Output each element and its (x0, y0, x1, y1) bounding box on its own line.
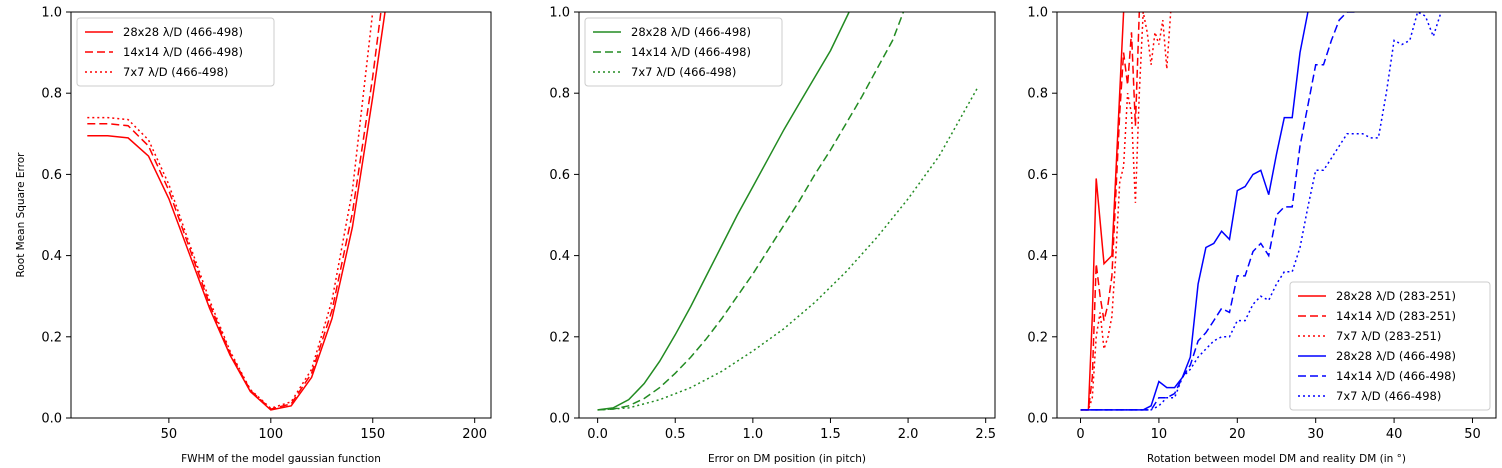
x-tick-label: 50 (1464, 427, 1481, 442)
legend-entry: 28x28 λ/D (283-251) (1336, 289, 1456, 303)
y-tick-label: 1.0 (1027, 6, 1048, 21)
x-axis-label: FWHM of the model gaussian function (181, 453, 381, 465)
axes-frame (1056, 11, 1497, 419)
y-tick-label: 0.4 (1027, 249, 1048, 264)
legend-box (76, 17, 275, 87)
x-tick-label: 200 (462, 427, 487, 442)
axes-frame (578, 11, 996, 419)
x-tick-label: 0 (1076, 427, 1084, 442)
y-tick-label: 0.6 (1027, 168, 1048, 183)
x-tick-label: 20 (1229, 427, 1246, 442)
y-tick-label: 0.0 (1027, 412, 1048, 427)
y-tick-label: 0.2 (41, 330, 62, 345)
y-tick-label: 0.2 (1027, 330, 1048, 345)
y-tick-label: 0.4 (41, 249, 62, 264)
x-tick-label: 2.0 (898, 427, 919, 442)
legend-entry: 14x14 λ/D (466-498) (123, 45, 243, 59)
series-line-1 (87, 12, 386, 411)
series-line-2 (1080, 12, 1141, 411)
chart-panel-1: 50 100 150 200 0.0 0.2 0.4 0.6 0.8 1.0 FWHM of the… (15, 6, 492, 465)
legend: 28x28 λ/D (466-498) 14x14 λ/D (466-498) 7x… (584, 17, 783, 87)
x-tick-label: 0.0 (587, 427, 608, 442)
x-tick-label: 40 (1386, 427, 1403, 442)
series-line-2 (597, 12, 905, 411)
x-axis-label: Rotation between model DM and reality DM… (1147, 453, 1406, 465)
x-axis-label: Error on DM position (in pitch) (708, 453, 866, 465)
x-tick-label: 50 (161, 427, 178, 442)
series-line-2 (87, 12, 382, 410)
legend-entry: 7x7 λ/D (466-498) (631, 65, 736, 79)
x-tick-label: 100 (258, 427, 283, 442)
series-line-3 (1080, 12, 1172, 411)
x-tick-label: 1.0 (743, 427, 764, 442)
chart-panel-3: 0 10 20 30 40 50 0.0 0.2 0.4 0.6 0.8 1.0 Rotation be… (1027, 6, 1497, 465)
series-line-4 (1080, 12, 1309, 411)
y-tick-label: 0.4 (549, 249, 570, 264)
y-tick-label: 0.6 (549, 168, 570, 183)
legend-entry: 28x28 λ/D (466-498) (123, 25, 243, 39)
legend-box (1289, 281, 1491, 411)
series-line-1 (1080, 12, 1125, 411)
y-axis-label: Root Mean Square Error (15, 152, 27, 278)
x-tick-label: 2.5 (975, 427, 996, 442)
y-tick-label: 0.8 (1027, 87, 1048, 102)
legend: 28x28 λ/D (283-251) 14x14 λ/D (283-251) 7x… (1289, 281, 1491, 411)
x-tick-label: 1.5 (820, 427, 841, 442)
x-tick-label: 150 (360, 427, 385, 442)
series-line-6 (1080, 12, 1442, 411)
y-tick-label: 0.0 (41, 412, 62, 427)
chart-panel-2: 0.0 0.5 1.0 1.5 2.0 2.5 0.0 0.2 0.4 0.6 0.8 1.0 Erro… (549, 6, 996, 466)
series-line-3 (87, 12, 374, 410)
y-tick-label: 0.2 (549, 330, 570, 345)
y-tick-label: 1.0 (549, 6, 570, 21)
axes-frame (70, 11, 492, 419)
legend-entry: 14x14 λ/D (466-498) (631, 45, 751, 59)
legend-entry: 28x28 λ/D (466-498) (631, 25, 751, 39)
legend-entry: 7x7 λ/D (466-498) (1336, 389, 1441, 403)
x-tick-label: 30 (1307, 427, 1324, 442)
y-tick-label: 0.8 (549, 87, 570, 102)
y-tick-label: 0.8 (41, 87, 62, 102)
legend-entry: 14x14 λ/D (283-251) (1336, 309, 1456, 323)
series-line-3 (597, 86, 979, 411)
series-line-1 (597, 12, 850, 411)
x-tick-label: 0.5 (665, 427, 686, 442)
y-tick-label: 1.0 (41, 6, 62, 21)
legend-entry: 7x7 λ/D (283-251) (1336, 329, 1441, 343)
legend-box (584, 17, 783, 87)
legend-entry: 28x28 λ/D (466-498) (1336, 349, 1456, 363)
legend-entry: 14x14 λ/D (466-498) (1336, 369, 1456, 383)
x-tick-label: 10 (1151, 427, 1168, 442)
legend: 28x28 λ/D (466-498) 14x14 λ/D (466-498) 7x… (76, 17, 275, 87)
y-tick-label: 0.6 (41, 168, 62, 183)
legend-entry: 7x7 λ/D (466-498) (123, 65, 228, 79)
y-tick-label: 0.0 (549, 412, 570, 427)
